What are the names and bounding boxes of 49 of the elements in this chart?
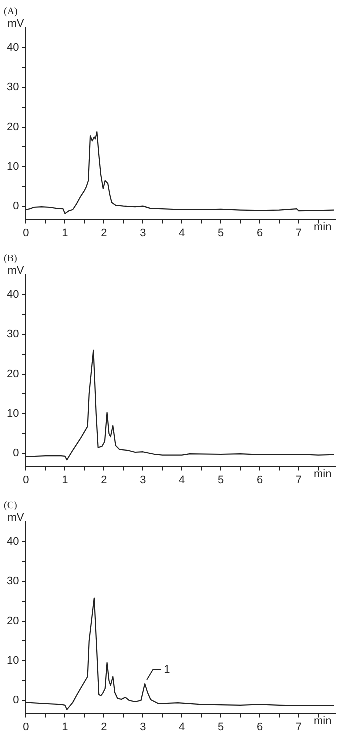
x-tick-label: 5 [218, 474, 224, 486]
x-tick-label: 1 [62, 227, 68, 240]
x-tick-label: 3 [140, 474, 146, 486]
y-axis-title: mV [8, 265, 25, 278]
x-tick-label: 0 [23, 227, 30, 240]
x-tick-label: 4 [179, 227, 186, 240]
x-tick-label: 2 [101, 474, 108, 486]
y-tick-label: 0 [13, 448, 20, 460]
y-tick-label: 20 [6, 615, 20, 628]
y-tick-label: 30 [6, 576, 20, 588]
x-tick-label: 6 [256, 474, 264, 486]
y-tick-label: 20 [6, 121, 20, 134]
x-axis-title: min [314, 221, 332, 234]
y-tick-label: 0 [13, 200, 20, 213]
x-tick-label: 0 [23, 721, 30, 734]
y-axis-title: mV [8, 512, 25, 524]
y-tick-label: 10 [6, 408, 20, 420]
x-tick-label: 5 [218, 227, 224, 240]
x-tick-label: 3 [140, 227, 146, 240]
y-tick-label: 40 [6, 288, 20, 301]
chart-title: (A) [4, 6, 18, 18]
x-tick-label: 2 [101, 227, 108, 240]
y-axis-title: mV [8, 18, 25, 30]
y-tick-label: 30 [6, 82, 20, 94]
x-tick-label: 4 [179, 474, 186, 486]
y-tick-label: 30 [6, 328, 20, 341]
chart-title: (C) [4, 500, 18, 512]
x-tick-label: 7 [296, 474, 302, 486]
x-tick-label: 3 [140, 721, 146, 734]
y-tick-label: 0 [13, 694, 20, 707]
x-tick-label: 7 [296, 721, 302, 734]
x-tick-label: 7 [296, 227, 302, 240]
y-tick-label: 10 [6, 161, 20, 174]
y-tick-label: 40 [6, 536, 20, 548]
x-tick-label: 1 [62, 721, 68, 734]
chart-title: (B) [4, 254, 18, 265]
y-tick-label: 40 [6, 42, 20, 54]
x-axis-title: min [314, 468, 332, 480]
y-tick-label: 10 [6, 655, 20, 668]
x-axis-title: min [314, 715, 332, 728]
x-tick-label: 6 [256, 721, 264, 734]
x-tick-label: 5 [218, 721, 224, 734]
x-tick-label: 0 [23, 474, 30, 486]
x-tick-label: 6 [256, 227, 264, 240]
x-tick-label: 1 [62, 474, 68, 486]
y-tick-label: 20 [6, 368, 20, 380]
x-tick-label: 2 [101, 721, 108, 734]
annotation: 1 [164, 664, 170, 676]
x-tick-label: 4 [179, 721, 186, 734]
